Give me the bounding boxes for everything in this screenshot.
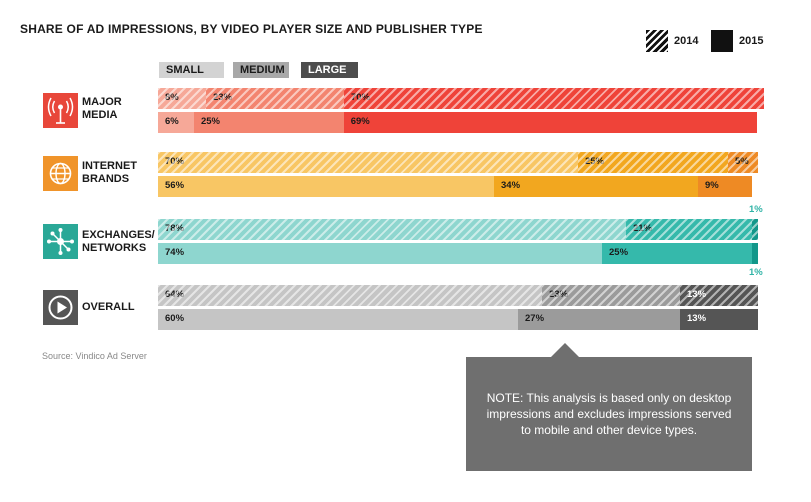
bar-row-0-2015: 6% 25% 69% [158,112,757,133]
data-label: 78% [165,223,185,234]
legend-swatch-hatched [646,30,668,52]
legend-label-2015: 2015 [739,35,764,47]
bar-segment-small: 70% [158,152,578,173]
bar-segment-medium: 23% [206,88,344,109]
bar-segment-medium: 21% [626,219,752,240]
data-label: 23% [549,289,569,300]
bar-segment-small: 78% [158,219,626,240]
data-label: 69% [350,116,370,127]
data-label: 70% [165,156,185,167]
legend-size-medium: MEDIUM [233,62,289,78]
play-icon [43,290,78,325]
data-label-exchanges-2015-large: 1% [749,267,763,278]
note-box: NOTE: This analysis is based only on des… [466,357,752,471]
globe-icon [43,156,78,191]
bar-segment-large: 13% [680,309,758,330]
antenna-icon [43,93,78,128]
bar-segment-medium: 25% [578,152,728,173]
legend-2015: 2015 [711,30,763,52]
bar-segment-large: 70% [344,88,764,109]
bar-row-2-2014: 78% 21% [158,219,758,240]
bar-segment-large: 9% [698,176,752,197]
bar-segment-medium: 25% [602,243,752,264]
data-label: 23% [213,92,233,103]
data-label: 13% [687,313,707,324]
data-label: 25% [609,247,629,258]
data-label-exchanges-2014-large: 1% [749,204,763,215]
bar-row-1-2015: 56% 34% 9% [158,176,752,197]
data-label: 6% [165,116,179,127]
bar-row-3-2014: 64% 23% 13% [158,285,758,306]
source-note: Source: Vindico Ad Server [42,351,147,361]
data-label: 13% [687,289,707,300]
data-label: 56% [165,180,185,191]
data-label: 8% [165,92,179,103]
note-pointer [551,343,579,357]
bar-segment-large [752,219,758,240]
bar-segment-medium: 23% [542,285,680,306]
bar-segment-small: 6% [158,112,194,133]
bar-segment-small: 56% [158,176,494,197]
bar-segment-large: 69% [343,112,757,133]
bar-segment-large: 5% [728,152,758,173]
data-label: 5% [735,156,749,167]
bar-segment-large [752,243,758,264]
data-label: 60% [165,313,185,324]
legend-size-small: SMALL [159,62,224,78]
bar-row-2-2015: 74% 25% [158,243,758,264]
bar-row-3-2015: 60% 27% 13% [158,309,758,330]
legend-size-large: LARGE [301,62,358,78]
bar-row-0-2014: 8% 23% 70% [158,88,764,109]
legend-swatch-solid [711,30,733,52]
group-label-internet-brands: INTERNET BRANDS [82,160,137,185]
group-label-overall: OVERALL [82,301,135,313]
bar-segment-large: 13% [680,285,758,306]
data-label: 70% [351,92,371,103]
data-label: 25% [585,156,605,167]
bar-segment-small: 74% [158,243,602,264]
network-icon [43,224,78,259]
group-label-exchanges-networks: EXCHANGES/ NETWORKS [82,229,155,254]
bar-segment-medium: 34% [494,176,698,197]
data-label: 25% [200,116,220,127]
bar-segment-medium: 25% [193,112,344,133]
data-label: 74% [165,247,185,258]
legend-2014: 2014 [646,30,698,52]
legend-label-2014: 2014 [674,35,699,47]
data-label: 34% [501,180,521,191]
bar-segment-medium: 27% [518,309,680,330]
bar-row-1-2014: 70% 25% 5% [158,152,758,173]
chart-title: SHARE OF AD IMPRESSIONS, BY VIDEO PLAYER… [20,22,483,36]
data-label: 27% [525,313,545,324]
bar-segment-small: 64% [158,285,542,306]
group-label-major-media: MAJOR MEDIA [82,96,122,121]
bar-segment-small: 8% [158,88,206,109]
data-label: 9% [705,180,719,191]
data-label: 21% [633,223,653,234]
bar-segment-small: 60% [158,309,518,330]
data-label: 64% [165,289,185,300]
